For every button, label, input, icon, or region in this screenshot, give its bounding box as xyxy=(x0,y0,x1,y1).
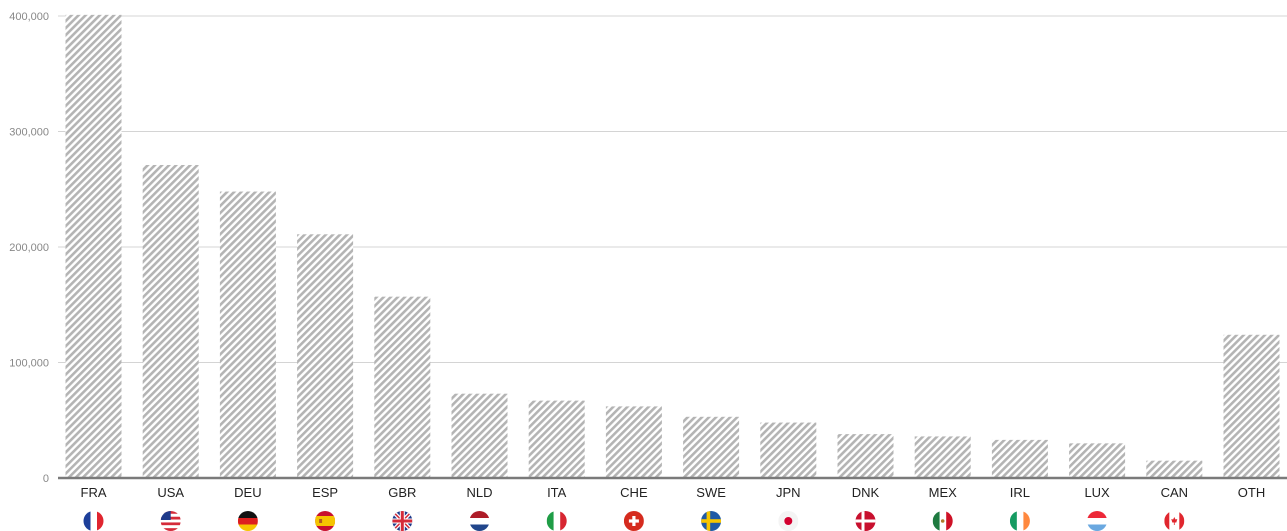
y-tick-label: 400,000 xyxy=(9,11,49,23)
y-axis-tick-labels: 0 100,000 200,000 300,000 400,000 xyxy=(9,11,49,485)
y-tick-label: 200,000 xyxy=(9,242,49,254)
bar-gbr xyxy=(374,296,431,478)
x-category-label: OTH xyxy=(1238,485,1265,500)
x-category-label: USA xyxy=(157,485,184,500)
netherlands-flag-icon xyxy=(469,511,490,531)
mexico-flag-icon xyxy=(932,511,953,531)
bar-che xyxy=(605,406,662,478)
italy-flag-icon xyxy=(546,511,567,531)
uk-flag-icon xyxy=(392,511,413,531)
sweden-flag-icon xyxy=(701,511,722,531)
x-category-label: LUX xyxy=(1084,485,1110,500)
x-category-label: SWE xyxy=(696,485,726,500)
bars xyxy=(65,14,1280,478)
usa-flag-icon xyxy=(160,511,181,531)
ireland-flag-icon xyxy=(1009,511,1030,531)
bar-oth xyxy=(1223,334,1280,478)
germany-flag-icon xyxy=(237,511,258,531)
y-tick-label: 0 xyxy=(43,473,49,485)
bar-deu xyxy=(219,191,276,478)
x-category-label: GBR xyxy=(388,485,416,500)
x-category-label: JPN xyxy=(776,485,801,500)
country-flags xyxy=(83,511,1185,531)
bar-usa xyxy=(142,164,199,478)
bar-swe xyxy=(683,416,740,478)
x-category-label: DNK xyxy=(852,485,880,500)
bar-ita xyxy=(528,400,585,478)
x-category-label: FRA xyxy=(81,485,107,500)
x-category-label: MEX xyxy=(929,485,958,500)
bar-fra xyxy=(65,14,122,478)
y-tick-label: 100,000 xyxy=(9,358,49,370)
bar-lux xyxy=(1069,443,1126,478)
spain-flag-icon xyxy=(315,511,336,531)
canada-flag-icon xyxy=(1164,511,1185,531)
x-axis-category-labels: FRA USA DEU ESP GBR NLD ITA CHE SWE JPN DNK MEX IRL L… xyxy=(81,485,1266,500)
y-tick-label: 300,000 xyxy=(9,127,49,139)
x-category-label: CAN xyxy=(1161,485,1188,500)
x-category-label: IRL xyxy=(1010,485,1030,500)
x-category-label: ESP xyxy=(312,485,338,500)
luxembourg-flag-icon xyxy=(1087,511,1108,531)
france-flag-icon xyxy=(83,511,104,531)
japan-flag-icon xyxy=(778,511,799,531)
bar-jpn xyxy=(760,422,817,478)
bar-mex xyxy=(914,436,971,478)
bar-dnk xyxy=(837,434,894,478)
x-category-label: NLD xyxy=(466,485,492,500)
bar-can xyxy=(1146,460,1203,478)
bar-esp xyxy=(297,234,354,478)
switzerland-flag-icon xyxy=(623,511,644,531)
x-category-label: CHE xyxy=(620,485,648,500)
bar-nld xyxy=(451,393,508,478)
denmark-flag-icon xyxy=(855,511,876,531)
x-category-label: DEU xyxy=(234,485,261,500)
bar-irl xyxy=(991,439,1048,478)
x-category-label: ITA xyxy=(547,485,567,500)
